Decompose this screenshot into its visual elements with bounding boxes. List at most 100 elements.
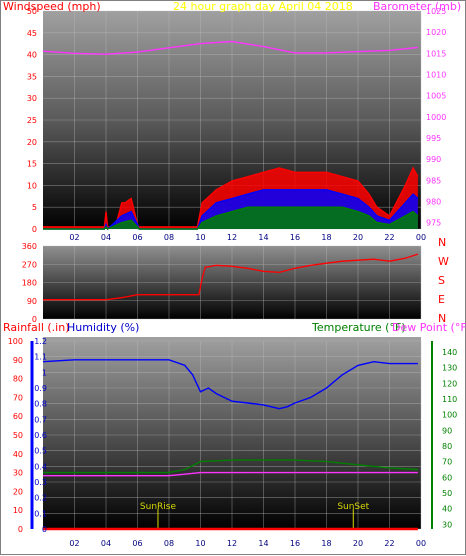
barometer-tick-label: 1005 <box>426 92 446 101</box>
hour-tick-label: 20 <box>353 233 363 242</box>
windspeed-tick-label: 40 <box>27 51 37 60</box>
hour-tick-label: 22 <box>384 233 394 242</box>
windspeed-tick-label: 25 <box>27 116 37 125</box>
hour-tick-label: 12 <box>227 233 237 242</box>
temperature-axis-label: Temperature (°F) <box>311 321 406 334</box>
rain-tick-label: 0.3 <box>34 478 47 487</box>
hour-tick-label: 18 <box>321 233 331 242</box>
barometer-tick-label: 975 <box>426 219 441 228</box>
humidity-tick-label: 90 <box>13 356 23 365</box>
rain-tick-label: 0.4 <box>34 462 47 471</box>
windspeed-tick-label: 30 <box>27 94 37 103</box>
humidity-axis-label: Humidity (%) <box>67 321 139 334</box>
rain-tick-label: 0.2 <box>34 494 47 503</box>
compass-label: E <box>438 293 445 306</box>
hour-tick-label: 06 <box>132 539 142 548</box>
temperature-tick-label: 130 <box>442 364 457 373</box>
barometer-tick-label: 980 <box>426 197 441 206</box>
humidity-tick-label: 30 <box>13 469 23 478</box>
hour-tick-label: 16 <box>290 233 300 242</box>
wind-lull-area <box>43 207 418 229</box>
temperature-tick-label: 100 <box>442 411 457 420</box>
rain-tick-label: 0.9 <box>34 384 47 393</box>
barometer-mb-line <box>42 40 418 55</box>
compass-label: S <box>438 274 445 287</box>
direction-tick-label: 270 <box>22 260 37 269</box>
rain-tick-label: 0.8 <box>34 400 47 409</box>
temperature-tick-label: 140 <box>442 348 457 357</box>
hour-tick-label: 14 <box>258 233 268 242</box>
windspeed-tick-label: 10 <box>27 181 37 190</box>
humidity-tick-label: 100 <box>8 337 23 346</box>
humidity-tick-label: 60 <box>13 412 23 421</box>
barometer-tick-label: 1025 <box>426 7 446 16</box>
wind-lull-line <box>43 206 419 230</box>
temperature-tick-label: 80 <box>442 442 452 451</box>
windspeed-tick-label: 35 <box>27 72 37 81</box>
temperature-tick-label: 30 <box>442 520 452 529</box>
direction-tick-label: 0 <box>32 315 37 324</box>
hour-tick-label: 00 <box>416 233 426 242</box>
hour-tick-label: 10 <box>195 233 205 242</box>
windspeed-tick-label: 20 <box>27 138 37 147</box>
direction-tick-label: 90 <box>27 297 37 306</box>
hour-tick-label: 10 <box>195 539 205 548</box>
humidity-tick-label: 70 <box>13 393 23 402</box>
chart-title: 24 hour graph day April 04 2018 <box>173 1 353 13</box>
rain-hum-temp-ticks: 0 0.1 0.2 0.3 0.4 0.5 0.6 0.7 0.8 0.9 1 1.1 1.2 0 10 20… <box>8 337 458 548</box>
barometer-tick-label: 1010 <box>426 70 446 79</box>
temperature-tick-label: 60 <box>442 473 452 482</box>
rain-tick-label: 0.6 <box>34 431 47 440</box>
hour-tick-label: 00 <box>416 539 426 548</box>
temperature-tick-label: 40 <box>442 505 452 514</box>
wind-direction-series <box>43 253 419 301</box>
rain-tick-label: 0.1 <box>34 509 47 518</box>
wind-direction-grid <box>43 245 422 320</box>
temperature-tick-label: 50 <box>442 489 452 498</box>
humidity-tick-label: 10 <box>13 506 23 515</box>
hour-tick-label: 02 <box>69 233 79 242</box>
hour-tick-label: 12 <box>227 539 237 548</box>
windspeed-tick-label: 0 <box>32 225 37 234</box>
hour-tick-label: 04 <box>101 233 111 242</box>
wind-average-line <box>43 189 419 231</box>
temperature-tick-label: 110 <box>442 395 457 404</box>
temperature-f-line <box>43 459 418 474</box>
dewpoint-axis-label: Dew Point (°F) <box>392 321 466 334</box>
rain-tick-label: 0 <box>42 525 47 534</box>
windspeed-tick-label: 15 <box>27 160 37 169</box>
barometer-axis-label: Barometer (mb) <box>373 1 461 13</box>
hour-tick-label: 08 <box>164 233 174 242</box>
rainfall-axis-label: Rainfall (.in) <box>3 321 70 334</box>
compass-label: N <box>438 236 446 249</box>
hour-tick-label: 16 <box>290 539 300 548</box>
wind-baro-ticks: 0510152025303540455097598098599099510001… <box>27 7 447 242</box>
windspeed-tick-label: 45 <box>27 29 37 38</box>
humidity-line <box>42 359 418 410</box>
windspeed-axis-label: Windspeed (mph) <box>3 1 101 13</box>
hour-tick-label: 06 <box>132 233 142 242</box>
hour-tick-label: 22 <box>384 539 394 548</box>
humidity-tick-label: 20 <box>13 487 23 496</box>
sun-event-label: SunRise <box>140 502 177 512</box>
hour-tick-label: 04 <box>101 539 111 548</box>
hour-tick-label: 08 <box>164 539 174 548</box>
rain-tick-label: 0.7 <box>34 415 47 424</box>
compass-label: W <box>438 255 449 268</box>
humidity-tick-label: 80 <box>13 375 23 384</box>
hour-tick-label: 18 <box>321 539 331 548</box>
rain-tick-label: 0.5 <box>34 447 47 456</box>
rain-tick-label: 1.2 <box>34 337 47 346</box>
direction-tick-label: 180 <box>22 279 37 288</box>
humidity-tick-label: 40 <box>13 450 23 459</box>
windspeed-tick-label: 5 <box>32 203 37 212</box>
barometer-tick-label: 995 <box>426 134 441 143</box>
rain-hum-temp-series <box>42 359 418 531</box>
dew-point-f-line <box>43 471 418 477</box>
rain-tick-label: 1.1 <box>34 353 47 362</box>
direction-tick-label: 360 <box>22 242 37 251</box>
barometer-tick-label: 1000 <box>426 113 446 122</box>
barometer-tick-label: 985 <box>426 176 441 185</box>
